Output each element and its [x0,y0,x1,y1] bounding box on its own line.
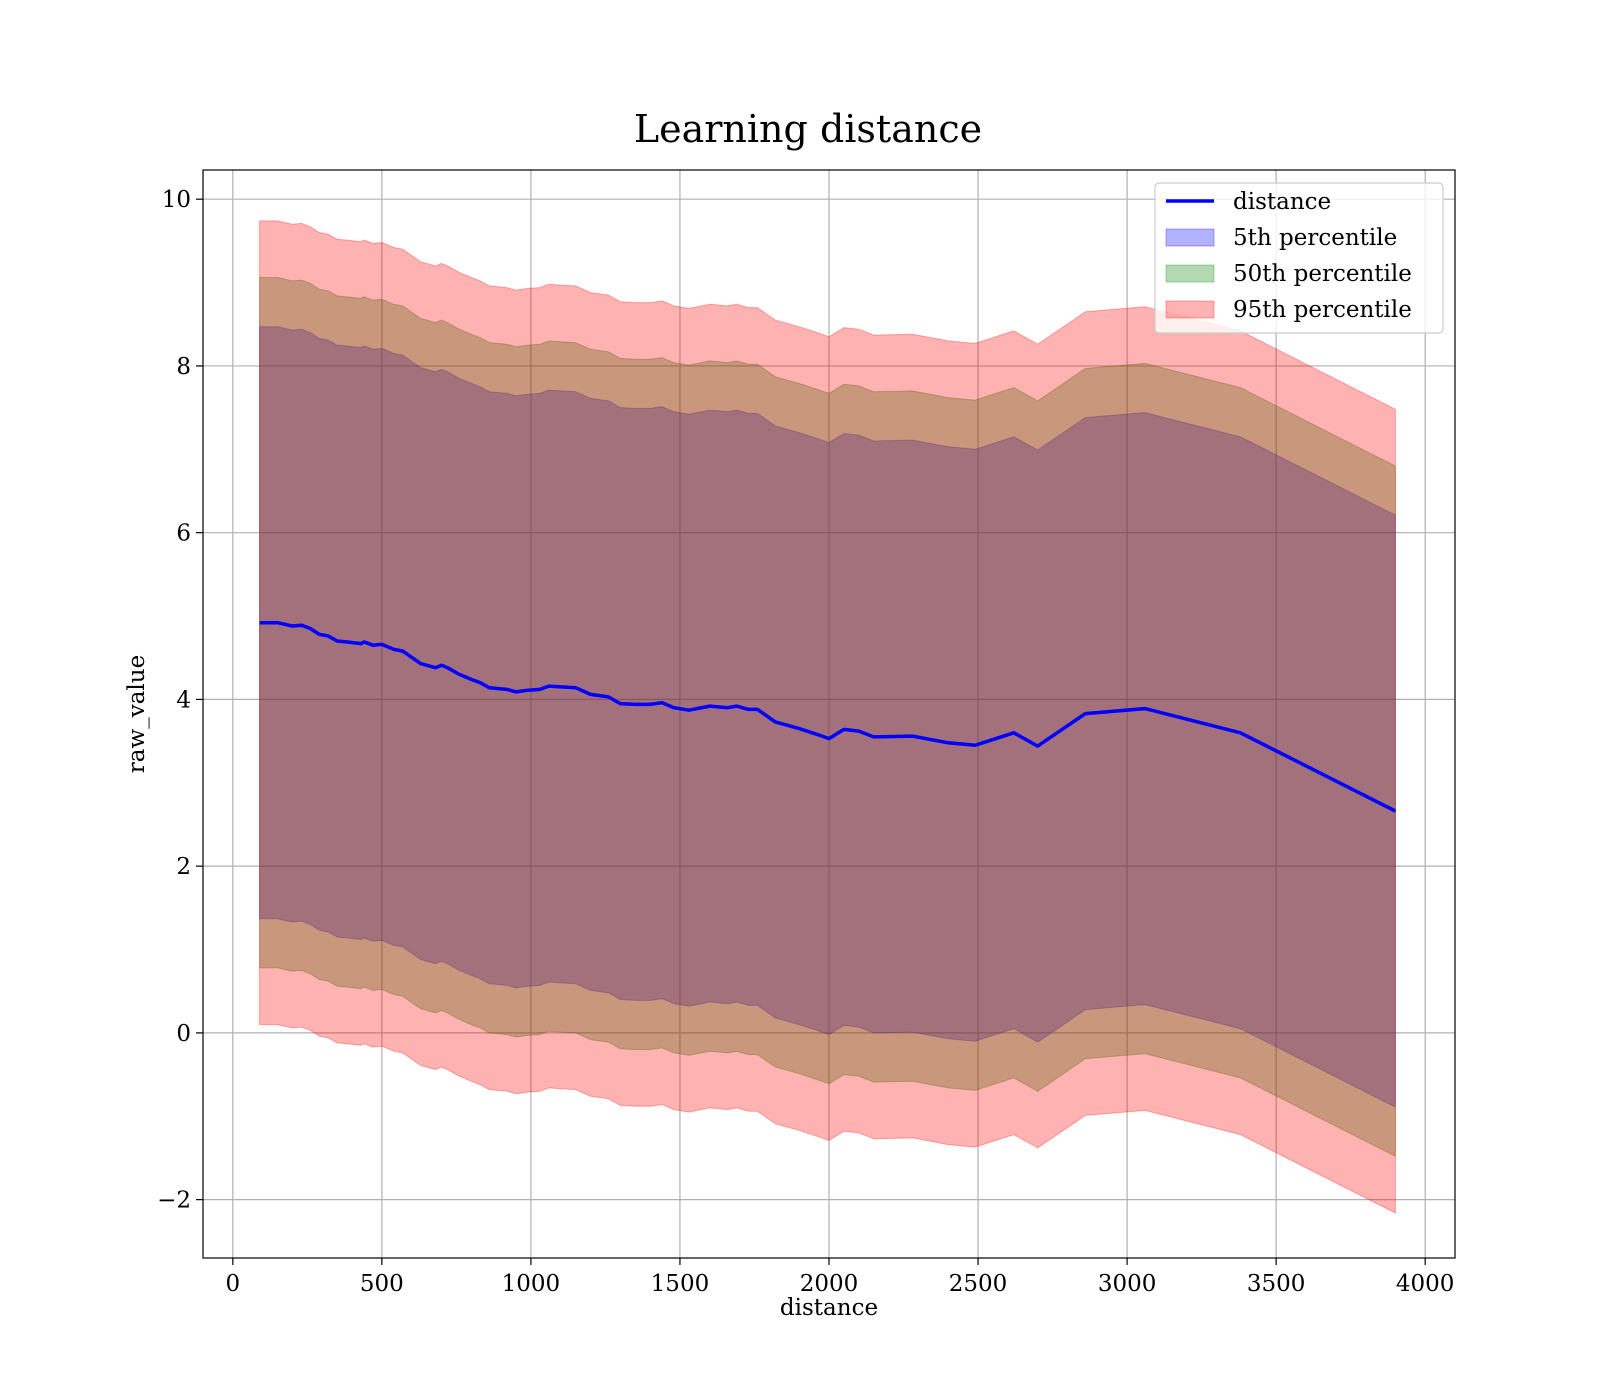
x-tick-label: 0 [225,1271,240,1297]
y-tick-label: −2 [157,1188,191,1214]
band-50th-percentile [259,277,1396,1158]
chart-title: Learning distance [634,107,982,151]
percentile-bands [259,220,1396,1214]
series-lines [259,620,1397,813]
y-tick-label: 0 [176,1021,191,1047]
legend-label-distance: distance [1233,189,1331,215]
line-distance [259,620,1397,813]
legend-label-95th-percentile: 95th percentile [1233,297,1412,323]
legend-swatch-5th-percentile [1165,228,1215,247]
y-tick-label: 4 [176,687,191,713]
x-tick-label: 2000 [800,1271,859,1297]
band-5th-percentile [259,326,1396,1108]
x-tick-label: 4000 [1396,1271,1455,1297]
y-tick-label: 2 [176,854,191,880]
y-axis-ticks: −2 0 2 4 6 8 10 [157,187,203,1214]
legend-swatch-95th-percentile [1165,300,1215,319]
x-tick-label: 3000 [1098,1271,1157,1297]
x-tick-label: 1500 [651,1271,710,1297]
y-axis-label: raw_value [124,655,150,773]
legend-label-5th-percentile: 5th percentile [1233,225,1397,251]
x-tick-label: 1000 [502,1271,561,1297]
y-tick-label: 8 [176,354,191,380]
x-axis-ticks: 0 500 1000 1500 2000 2500 3000 3500 4000 [225,1258,1454,1297]
y-tick-label: 10 [162,187,191,213]
y-tick-label: 6 [176,521,191,547]
legend-label-50th-percentile: 50th percentile [1233,261,1412,287]
x-tick-label: 3500 [1247,1271,1306,1297]
x-axis-label: distance [780,1295,878,1321]
legend-swatch-50th-percentile [1165,264,1215,283]
grid-lines [203,170,1455,1258]
x-tick-label: 500 [360,1271,404,1297]
legend: distance 5th percentile 50th percentile 95t… [1154,182,1444,334]
legend-box [1154,182,1444,334]
x-tick-label: 2500 [949,1271,1008,1297]
band-95th-percentile [259,220,1396,1214]
